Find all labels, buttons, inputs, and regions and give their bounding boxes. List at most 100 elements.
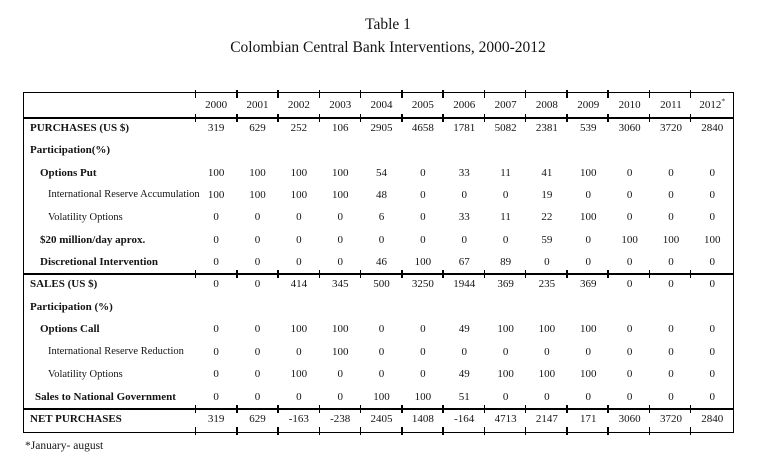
cell-value: 0 (420, 368, 426, 381)
cell-value: 0 (502, 188, 509, 201)
column-tick (483, 405, 486, 413)
cell-value: 0 (420, 211, 426, 224)
year-header: 2001 (246, 99, 269, 111)
cell-value: 319 (207, 413, 225, 425)
column-tick (566, 90, 568, 98)
cell-value: 0 (420, 188, 426, 201)
column-tick (689, 427, 692, 435)
cell-value: 3250 (411, 278, 434, 291)
row-label: Volatility Options (48, 368, 123, 380)
cell-value: 0 (420, 323, 426, 336)
cell-value: 0 (296, 255, 302, 268)
cell-value: -163 (288, 413, 309, 425)
cell-value: 0 (378, 323, 385, 336)
column-tick (194, 427, 197, 435)
cell-value: 0 (337, 255, 343, 268)
column-tick (318, 90, 321, 98)
column-tick (607, 405, 609, 413)
cell-value: 0 (254, 390, 261, 403)
cell-value: 0 (502, 345, 509, 358)
row-label: Participation(%) (30, 144, 111, 157)
column-tick (566, 270, 568, 278)
cell-value: 2381 (535, 122, 558, 135)
table-row: PURCHASES (US $) 319 629 252 106 2905 4658 1781… (24, 117, 733, 139)
column-tick (318, 114, 321, 122)
cell-value: 5082 (494, 122, 517, 135)
cell-value: 0 (502, 390, 509, 403)
cell-value: 0 (254, 233, 261, 246)
cell-value: 100 (249, 188, 266, 201)
cell-value: 2405 (370, 413, 393, 425)
row-label: $20 million/day aprox. (40, 233, 146, 246)
column-tick (359, 114, 362, 122)
cell-value: 0 (709, 278, 716, 291)
cell-value: 11 (500, 166, 511, 179)
table-row: Volatility Options 0 0 0 0 6 0 33 11 22 100 0 0 0 (24, 206, 733, 228)
interventions-table: 2000 2001 2002 2003 2004 2005 2006 2007 2008 2009… (23, 90, 734, 435)
cell-value: 0 (296, 345, 302, 358)
cell-value: 100 (207, 188, 225, 201)
cell-value: 1944 (453, 278, 476, 291)
cell-value: 629 (249, 122, 266, 135)
column-tick (442, 427, 444, 435)
column-tick (483, 114, 486, 122)
cell-value: 100 (580, 166, 597, 179)
table-row: SALES (US $) 0 0 414 345 500 3250 1944 369 235 369… (24, 273, 733, 296)
table-row: Options Call 0 0 100 100 0 0 49 100 100 100 0 0 0 (24, 318, 733, 341)
table-rule (24, 273, 733, 275)
cell-value: 0 (709, 255, 716, 268)
row-label: Discretional Intervention (40, 255, 159, 268)
column-tick (648, 405, 651, 413)
column-tick (442, 405, 444, 413)
column-tick (607, 270, 609, 278)
cell-value: 0 (213, 255, 219, 268)
year-header: 2000 (205, 99, 228, 111)
cell-value: 0 (626, 278, 633, 291)
row-label: Sales to National Government (35, 390, 176, 403)
cell-value: 100 (580, 368, 597, 381)
cell-value: 51 (458, 390, 470, 403)
cell-value: 0 (296, 211, 302, 224)
column-tick (359, 270, 362, 278)
cell-value: 0 (296, 390, 302, 403)
cell-value: 0 (709, 211, 716, 224)
year-header: 2002 (287, 99, 310, 111)
year-header: 2003 (329, 99, 352, 111)
column-tick (194, 405, 197, 413)
cell-value: 0 (626, 345, 633, 358)
column-tick (277, 427, 279, 435)
column-tick (483, 270, 486, 278)
table-row: Volatility Options 0 0 100 0 0 0 49 100 100 100 0 0 0 (24, 363, 733, 386)
cell-value: 100 (662, 233, 680, 246)
footnote-marker: * (721, 96, 726, 106)
column-tick (524, 114, 527, 122)
year-header: 2007 (494, 99, 517, 111)
cell-value: 414 (290, 278, 308, 291)
year-label: 2012 (699, 99, 722, 111)
cell-value: -238 (330, 413, 351, 425)
cell-value: 0 (668, 390, 674, 403)
cell-value: 345 (331, 278, 349, 291)
cell-value: 3060 (618, 122, 641, 135)
cell-value: 2840 (701, 122, 724, 135)
cell-value: 0 (544, 390, 550, 403)
cell-value: 106 (331, 122, 349, 135)
column-tick (689, 114, 692, 122)
column-tick (483, 90, 486, 98)
row-label: Participation (%) (30, 300, 113, 313)
cell-value: 4713 (494, 413, 517, 425)
table-row: Participation (%) (24, 296, 733, 319)
column-tick (524, 270, 527, 278)
cell-value: 252 (290, 122, 308, 135)
cell-value: 629 (249, 413, 266, 425)
cell-value: 500 (373, 278, 390, 291)
cell-value: 0 (709, 166, 716, 179)
cell-value: 0 (709, 345, 716, 358)
cell-value: 2905 (370, 122, 393, 135)
cell-value: 369 (497, 278, 514, 291)
column-tick (194, 114, 197, 122)
row-label: Options Put (40, 166, 97, 179)
column-tick (524, 90, 527, 98)
year-header: 2010 (618, 99, 641, 111)
table-caption: Table 1 Colombian Central Bank Intervent… (0, 13, 776, 59)
